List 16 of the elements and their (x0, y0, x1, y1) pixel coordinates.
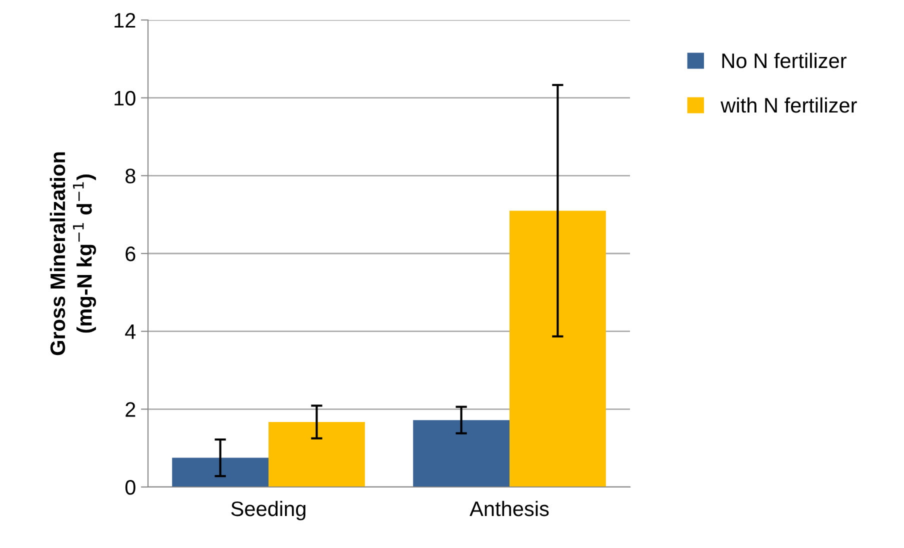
y-tick-label: 0 (125, 480, 136, 495)
y-axis-title: Gross Mineralization (mg-N kg$^{−1}$ d$^{−1}$) (50, 152, 96, 356)
bar (268, 422, 365, 487)
legend-label: with N fertilizer (720, 97, 857, 113)
legend-label: No N fertilizer (722, 52, 846, 68)
bar (172, 458, 268, 487)
y-tick-label: 6 (126, 246, 136, 262)
bar (510, 210, 606, 487)
x-tick-label: Anthesis (470, 500, 549, 516)
y-tick-label: 4 (125, 324, 136, 339)
y-tick-label: 8 (126, 168, 136, 184)
x-tick-label: Seeding (231, 500, 306, 520)
y-tick-label: 12 (114, 13, 136, 28)
bar (413, 420, 510, 487)
y-tick-label: 2 (126, 402, 136, 417)
y-tick-label: 10 (114, 90, 136, 106)
